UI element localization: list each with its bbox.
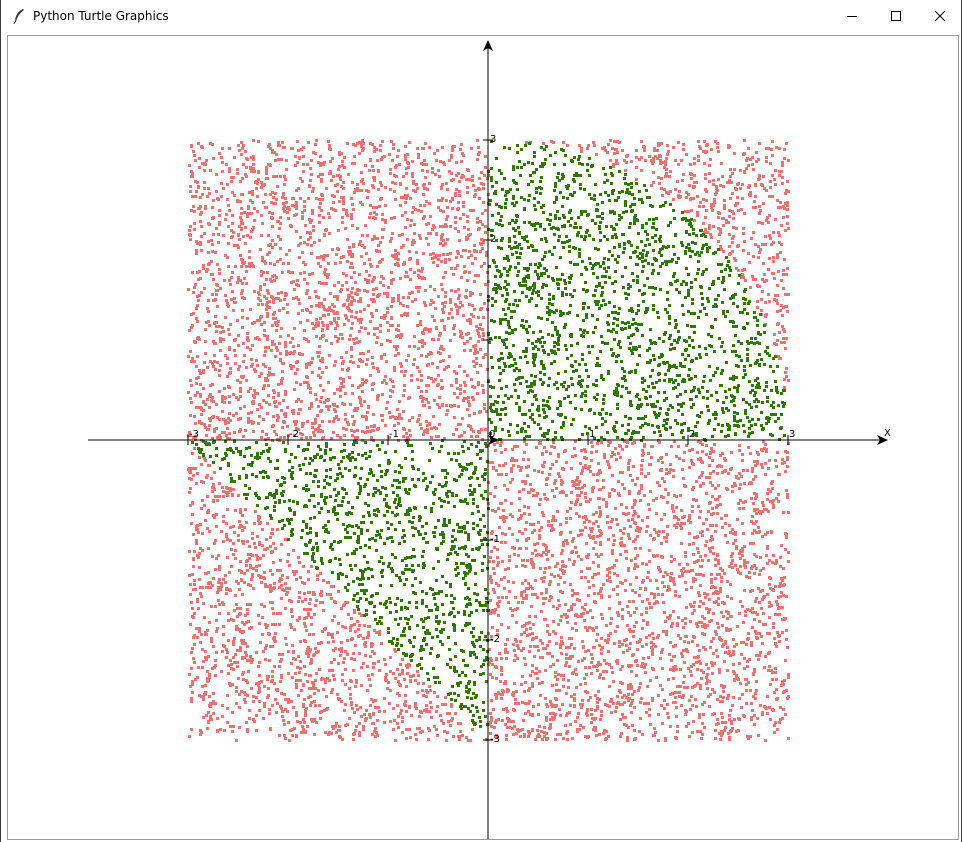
close-icon: [934, 10, 946, 22]
x-tick-label: 1: [589, 429, 595, 440]
x-tick-label: -3: [189, 429, 199, 440]
y-tick-label: -3: [490, 734, 500, 745]
x-tick-label: 3: [789, 429, 795, 440]
close-button[interactable]: [917, 0, 962, 32]
turtle-cursor: [488, 435, 499, 445]
axes: X -3 -2 -1 0 1 2 3 -3 -2 -1 2 3: [88, 40, 891, 839]
y-tick-label: 3: [490, 134, 496, 145]
maximize-button[interactable]: [873, 0, 919, 32]
scatter-plot: X -3 -2 -1 0 1 2 3 -3 -2 -1 2 3: [88, 40, 891, 839]
title-bar[interactable]: Python Turtle Graphics: [1, 0, 961, 32]
minimize-icon: [847, 16, 857, 17]
minimize-button[interactable]: [829, 0, 875, 32]
outside-points-series: [187, 139, 790, 742]
turtle-canvas[interactable]: X -3 -2 -1 0 1 2 3 -3 -2 -1 2 3: [7, 35, 959, 840]
x-tick-label: -2: [289, 429, 299, 440]
y-tick-label: -1: [490, 534, 500, 545]
x-axis-arrow: [877, 435, 888, 445]
window-title: Python Turtle Graphics: [33, 9, 169, 23]
x-tick-label: 2: [689, 429, 695, 440]
y-axis-arrow: [483, 40, 493, 51]
x-tick-label: 0: [489, 429, 495, 440]
x-axis-label: X: [884, 428, 891, 439]
y-tick-label: 2: [490, 234, 496, 245]
maximize-icon: [891, 11, 901, 21]
feather-icon: [12, 8, 26, 25]
x-tick-label: -1: [389, 429, 399, 440]
y-tick-label: -2: [490, 634, 500, 645]
